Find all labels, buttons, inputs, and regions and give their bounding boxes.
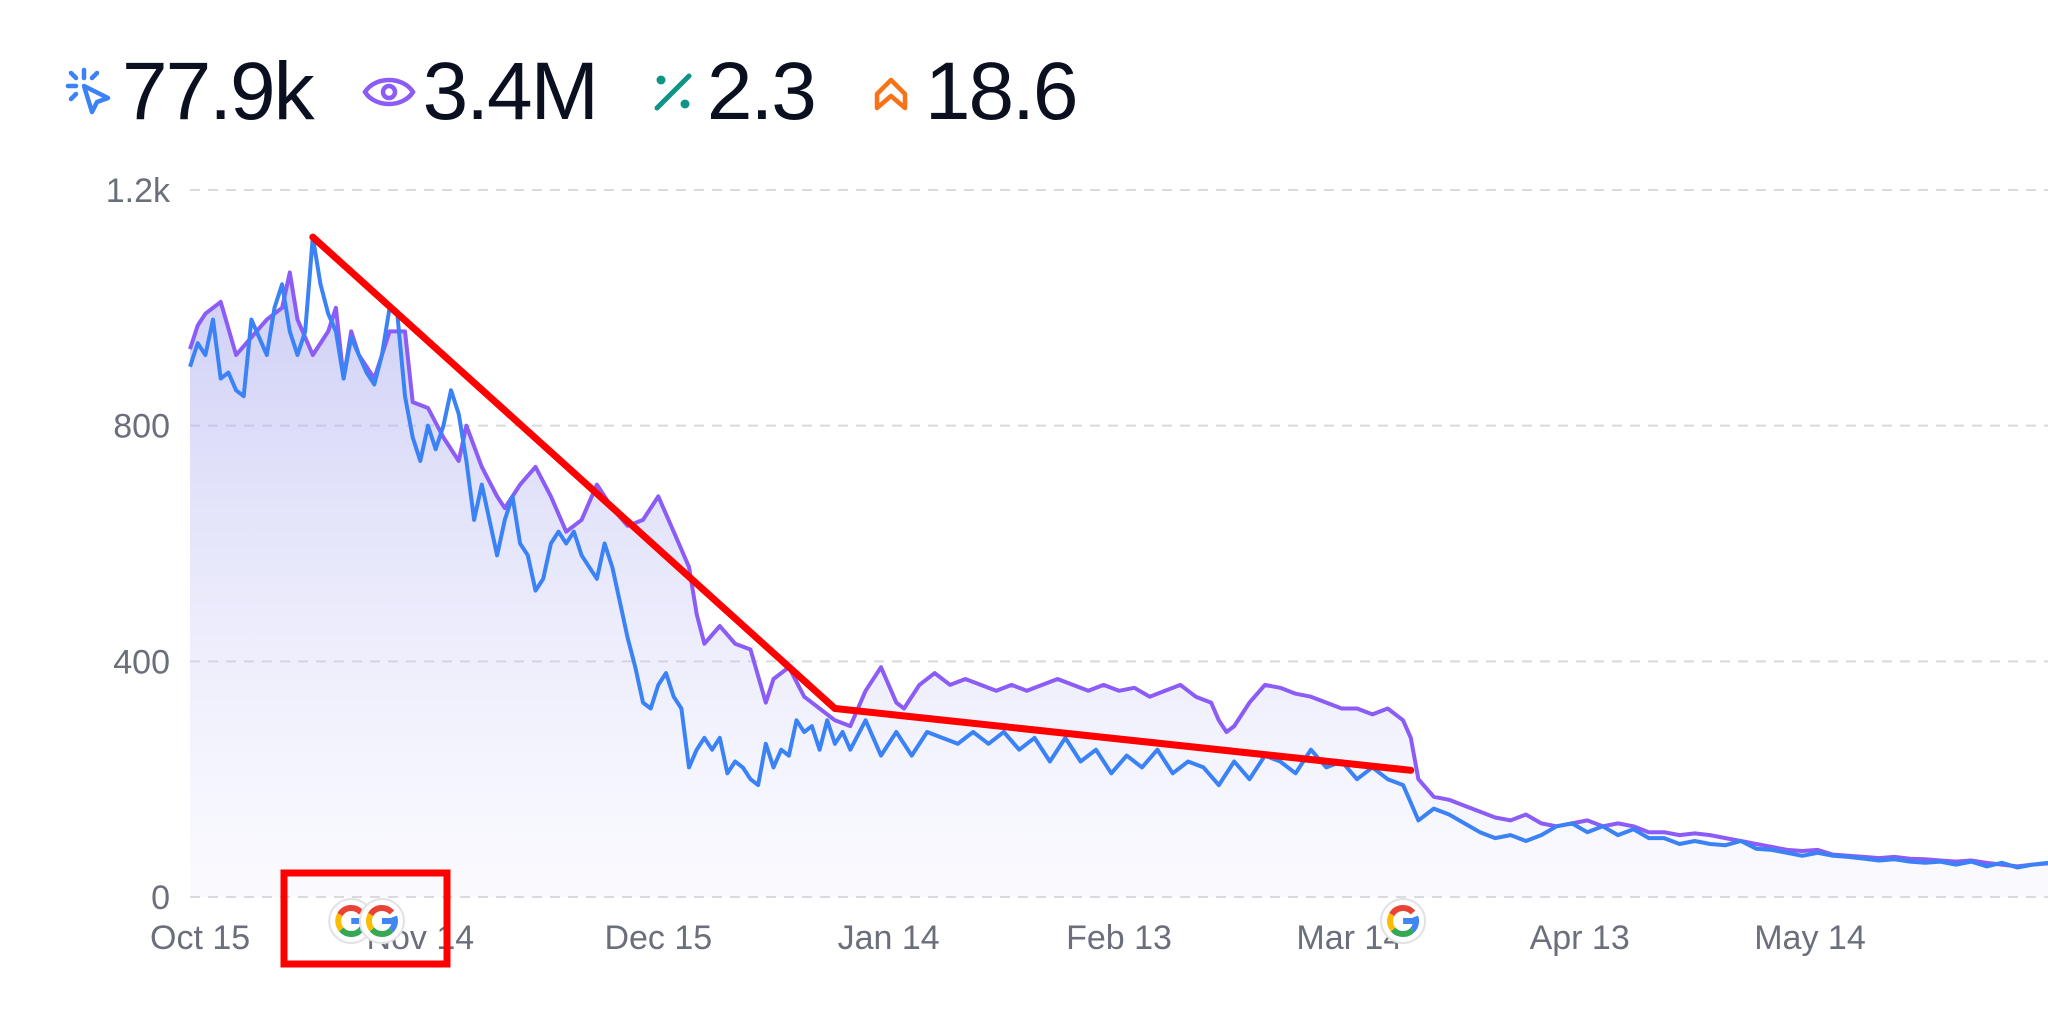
- y-tick-label: 400: [113, 643, 170, 681]
- position-metric[interactable]: 18.6: [863, 46, 1079, 137]
- impressions-metric[interactable]: 3.4M: [361, 46, 599, 137]
- google-logo-arc: [339, 927, 363, 937]
- x-tick-label: May 14: [1754, 919, 1866, 957]
- position-value: 18.6: [924, 46, 1079, 137]
- y-axis: 0 400 800 1.2k: [106, 172, 171, 917]
- eye-icon: [361, 77, 416, 107]
- clicks-line: [188, 235, 2048, 870]
- google-update-marker: [358, 898, 405, 944]
- update-markers: [280, 869, 1427, 968]
- google-logo-arc: [335, 912, 344, 932]
- clicks-value: 77.9k: [122, 46, 315, 137]
- google-logo-arc: [1389, 904, 1416, 917]
- impressions-value: 3.4M: [422, 46, 599, 137]
- google-logo-arc: [337, 904, 364, 917]
- trend-annotation-line: [309, 233, 1415, 774]
- google-logo-arc: [369, 927, 394, 937]
- google-logo-arc: [368, 904, 395, 917]
- ctr-metric[interactable]: 2.3: [645, 46, 817, 137]
- y-tick-label: 800: [113, 408, 170, 446]
- google-update-marker: [1380, 898, 1427, 944]
- chevron-up-icon: [874, 77, 908, 111]
- ctr-value: 2.3: [706, 46, 817, 137]
- y-tick-label: 1.2k: [106, 172, 171, 210]
- google-logo-arc: [1390, 927, 1415, 938]
- y-tick-label: 0: [151, 879, 170, 917]
- series-lines: [188, 235, 2048, 870]
- x-tick-label: Jan 14: [838, 919, 940, 957]
- metrics-bar: 77.9k 3.4M 2.3 18.6: [60, 46, 1125, 137]
- cursor-click-icon: [65, 67, 111, 115]
- trend-annotation: [309, 233, 1415, 774]
- highlight-box: [280, 869, 451, 968]
- area-fill-shape: [190, 272, 2048, 897]
- area-fill: [190, 272, 2048, 897]
- x-axis: Oct 15 Nov 14 Dec 15 Jan 14 Feb 13 Mar 14 Apr …: [150, 919, 1866, 957]
- x-tick-label: Apr 13: [1530, 919, 1630, 957]
- clicks-metric[interactable]: 77.9k: [60, 46, 315, 137]
- impressions-line: [188, 270, 2048, 869]
- x-tick-label: Oct 15: [150, 919, 250, 957]
- percent-icon: [654, 73, 692, 111]
- x-tick-label: Dec 15: [604, 919, 712, 957]
- google-logo-arc: [1387, 912, 1396, 932]
- x-tick-label: Feb 13: [1066, 919, 1172, 957]
- google-logo-arc: [365, 912, 375, 932]
